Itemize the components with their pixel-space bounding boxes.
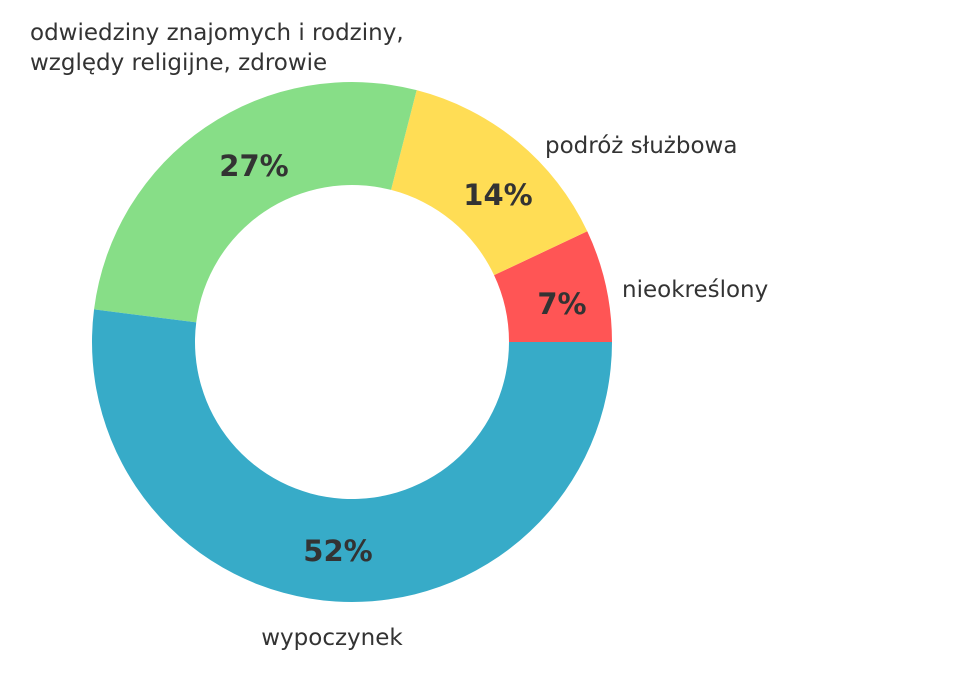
category-label-odwiedziny-line-2: względy religijne, zdrowie bbox=[30, 50, 327, 76]
category-label-wypoczynek: wypoczynek bbox=[261, 625, 403, 651]
value-label-odwiedziny: 27% bbox=[219, 149, 288, 183]
category-label-odwiedziny-line-1: odwiedziny znajomych i rodziny, bbox=[30, 20, 404, 46]
slices-layer bbox=[91, 82, 613, 602]
value-labels: 7% 14% 27% 52% bbox=[219, 149, 586, 568]
slice-wypoczynek bbox=[91, 309, 613, 602]
value-label-podroz-sluzbowa: 14% bbox=[463, 178, 532, 212]
value-label-wypoczynek: 52% bbox=[303, 534, 372, 568]
slice-odwiedziny bbox=[94, 82, 417, 323]
slice-podroz-sluzbowa bbox=[391, 90, 588, 276]
category-label-nieokreslony: nieokreślony bbox=[622, 277, 768, 303]
slice-nieokreslony bbox=[494, 231, 612, 342]
category-label-podroz-sluzbowa: podróż służbowa bbox=[545, 133, 737, 159]
category-labels: nieokreślony podróż służbowa odwiedziny … bbox=[30, 20, 768, 651]
value-label-nieokreslony: 7% bbox=[537, 287, 586, 321]
